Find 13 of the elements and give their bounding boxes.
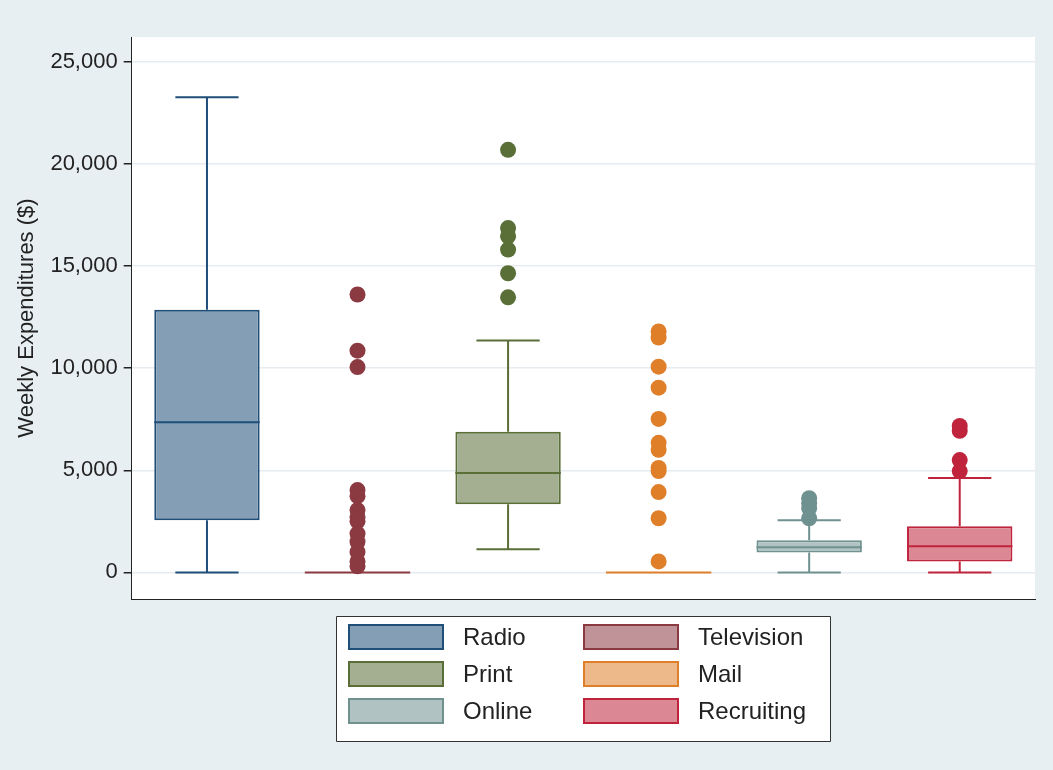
y-tick-label: 15,000: [50, 251, 118, 277]
legend-label: Mail: [698, 659, 743, 687]
y-tick-label: 10,000: [50, 354, 118, 380]
legend-label: Recruiting: [698, 696, 807, 724]
legend-label: Online: [463, 696, 533, 724]
legend-label: Radio: [463, 622, 526, 650]
y-tick-label: 25,000: [50, 47, 118, 73]
y-tick-label: 0: [105, 558, 118, 584]
y-tick-label: 5,000: [62, 456, 118, 482]
y-axis-title: Weekly Expenditures ($): [13, 198, 39, 438]
legend-label: Television: [698, 622, 804, 650]
y-tick-label: 20,000: [50, 149, 118, 175]
legend-label: Print: [463, 659, 513, 687]
